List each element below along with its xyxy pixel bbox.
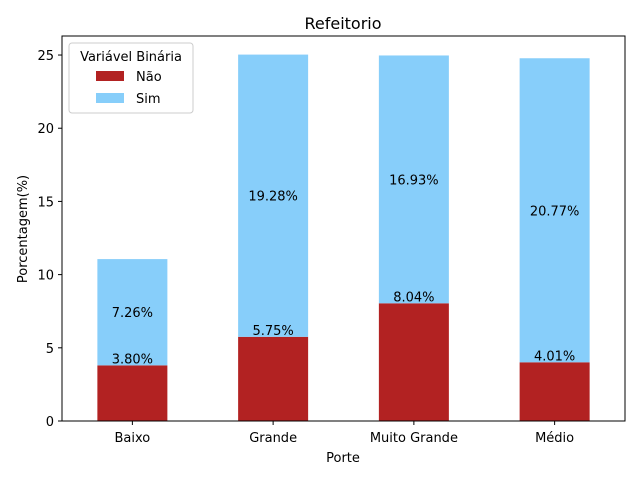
chart-title: Refeitorio [304,14,381,33]
legend-label-sim: Sim [136,92,161,107]
legend-title: Variável Binária [80,50,182,65]
data-label: 4.01% [534,349,575,364]
data-label: 8.04% [393,290,434,305]
data-label: 3.80% [112,352,153,367]
data-label: 5.75% [252,324,293,339]
y-axis: 0 5 10 15 20 25 [37,49,62,430]
bar-sim-2 [378,55,449,304]
y-tick-label: 0 [46,415,54,430]
bar-n-o-1 [238,336,309,421]
x-tick-label: Baixo [115,431,151,446]
data-label: 16.93% [389,173,439,188]
bar-n-o-0 [97,365,168,421]
y-tick-label: 25 [37,49,54,64]
bar-sim-0 [97,259,168,366]
bar-n-o-2 [378,303,449,421]
y-tick-label: 5 [46,342,54,357]
x-axis-label: Porte [326,451,360,466]
bars-layer [97,54,590,421]
data-label: 20.77% [530,204,580,219]
data-label: 7.26% [112,306,153,321]
bar-sim-1 [238,54,309,337]
y-axis-label: Porcentagem(%) [16,175,31,283]
y-tick-label: 20 [37,122,54,137]
bar-n-o-3 [519,362,590,421]
legend-swatch-nao [96,71,124,81]
x-tick-label: Médio [535,431,574,446]
bar-sim-3 [519,58,590,363]
legend-label-nao: Não [136,70,162,85]
data-label: 19.28% [248,190,298,205]
x-tick-label: Grande [249,431,297,446]
y-tick-label: 15 [37,195,54,210]
plot-frame [61,35,626,422]
x-tick-label: Muito Grande [370,431,458,446]
data-labels-layer: 3.80% 7.26% 5.75% 19.28% 8.04% 16.93% 4.01% 20.… [112,173,580,367]
y-tick-label: 10 [37,269,54,284]
x-axis: Baixo Grande Muito Grande Médio [115,421,574,446]
legend: Variável Binária Não Sim [68,42,194,114]
legend-swatch-sim [96,93,124,103]
